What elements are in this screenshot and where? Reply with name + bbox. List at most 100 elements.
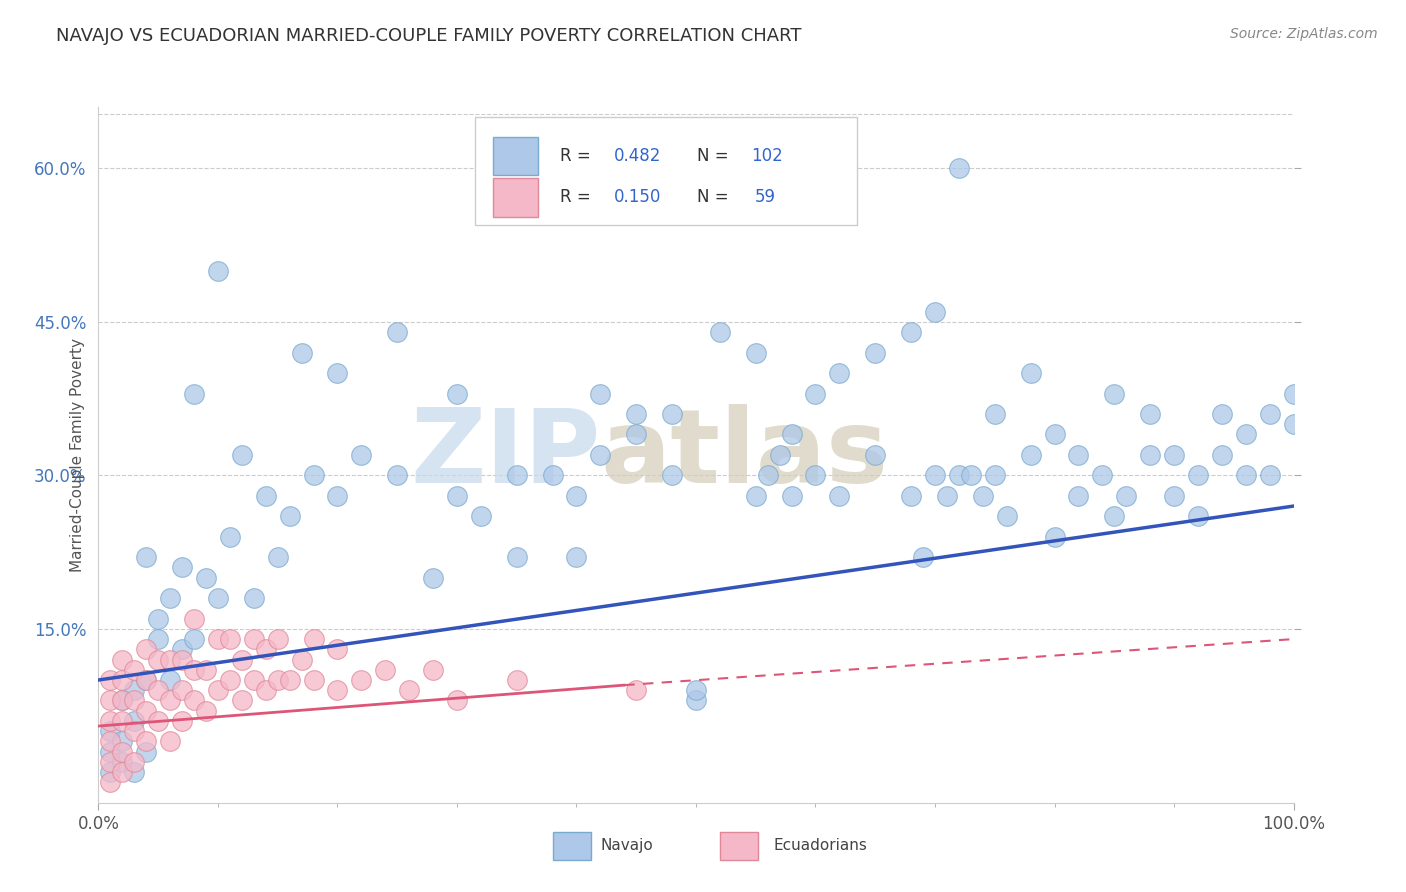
Point bbox=[302, 632, 325, 646]
Point bbox=[172, 683, 194, 698]
Point bbox=[267, 673, 290, 687]
Point bbox=[1019, 366, 1042, 380]
Point bbox=[948, 161, 970, 176]
Point bbox=[231, 693, 253, 707]
Bar bbox=[720, 832, 758, 860]
Point bbox=[111, 693, 134, 707]
Point bbox=[936, 489, 959, 503]
Point bbox=[159, 591, 181, 606]
Point bbox=[278, 673, 301, 687]
Point bbox=[291, 652, 314, 666]
Point bbox=[159, 693, 181, 707]
Point bbox=[1282, 417, 1305, 432]
Point bbox=[828, 366, 851, 380]
Text: 0.150: 0.150 bbox=[613, 188, 661, 206]
Point bbox=[98, 765, 122, 780]
Point bbox=[865, 448, 887, 462]
Point bbox=[1043, 530, 1066, 544]
Point bbox=[254, 642, 277, 657]
Point bbox=[98, 714, 122, 728]
Point bbox=[1104, 386, 1126, 401]
Point bbox=[183, 663, 205, 677]
Point bbox=[972, 489, 994, 503]
Point bbox=[350, 448, 373, 462]
Point bbox=[111, 745, 134, 759]
Text: 59: 59 bbox=[755, 188, 776, 206]
Point bbox=[243, 673, 266, 687]
Point bbox=[219, 530, 242, 544]
Point bbox=[350, 673, 373, 687]
Text: 0.482: 0.482 bbox=[613, 147, 661, 165]
Bar bbox=[494, 136, 538, 175]
Point bbox=[422, 571, 444, 585]
Point bbox=[207, 683, 229, 698]
Point bbox=[291, 345, 314, 359]
Point bbox=[911, 550, 934, 565]
Point bbox=[385, 325, 409, 339]
Bar bbox=[494, 178, 538, 217]
Point bbox=[111, 693, 134, 707]
Point bbox=[172, 560, 194, 574]
Point bbox=[111, 714, 134, 728]
Point bbox=[756, 468, 779, 483]
Point bbox=[1258, 407, 1281, 421]
Point bbox=[207, 264, 229, 278]
Point bbox=[124, 663, 146, 677]
Point bbox=[326, 366, 349, 380]
Point bbox=[98, 673, 122, 687]
Point bbox=[1104, 509, 1126, 524]
Point bbox=[98, 755, 122, 769]
Point bbox=[709, 325, 731, 339]
Point bbox=[1187, 509, 1209, 524]
Point bbox=[745, 489, 768, 503]
Point bbox=[195, 663, 218, 677]
Point bbox=[183, 386, 205, 401]
Text: Navajo: Navajo bbox=[600, 838, 654, 854]
Point bbox=[135, 745, 157, 759]
Point bbox=[243, 591, 266, 606]
Point bbox=[1211, 407, 1233, 421]
Point bbox=[626, 683, 648, 698]
Point bbox=[98, 734, 122, 748]
Point bbox=[195, 704, 218, 718]
Point bbox=[1019, 448, 1042, 462]
Point bbox=[183, 693, 205, 707]
Point bbox=[446, 386, 468, 401]
Point bbox=[804, 468, 827, 483]
Point bbox=[219, 632, 242, 646]
Point bbox=[1067, 489, 1090, 503]
Point bbox=[111, 652, 134, 666]
Text: Ecuadorians: Ecuadorians bbox=[773, 838, 868, 854]
Text: N =: N = bbox=[697, 147, 734, 165]
Point bbox=[326, 642, 349, 657]
Point bbox=[685, 683, 707, 698]
Text: R =: R = bbox=[560, 147, 596, 165]
Point bbox=[900, 489, 922, 503]
Point bbox=[446, 693, 468, 707]
Bar bbox=[553, 832, 591, 860]
Point bbox=[385, 468, 409, 483]
Point bbox=[780, 427, 803, 442]
Text: N =: N = bbox=[697, 188, 740, 206]
Point bbox=[1234, 468, 1257, 483]
Point bbox=[1115, 489, 1137, 503]
Point bbox=[98, 693, 122, 707]
Point bbox=[374, 663, 396, 677]
Point bbox=[302, 673, 325, 687]
Point bbox=[172, 714, 194, 728]
Point bbox=[231, 652, 253, 666]
Point bbox=[135, 673, 157, 687]
Point bbox=[243, 632, 266, 646]
Point bbox=[148, 612, 170, 626]
Point bbox=[159, 673, 181, 687]
Point bbox=[124, 693, 146, 707]
Point bbox=[219, 673, 242, 687]
Point bbox=[565, 550, 588, 565]
Point bbox=[685, 693, 707, 707]
Point bbox=[98, 745, 122, 759]
Point bbox=[148, 714, 170, 728]
Point bbox=[828, 489, 851, 503]
Point bbox=[1139, 407, 1161, 421]
Point bbox=[148, 683, 170, 698]
Point bbox=[661, 407, 683, 421]
